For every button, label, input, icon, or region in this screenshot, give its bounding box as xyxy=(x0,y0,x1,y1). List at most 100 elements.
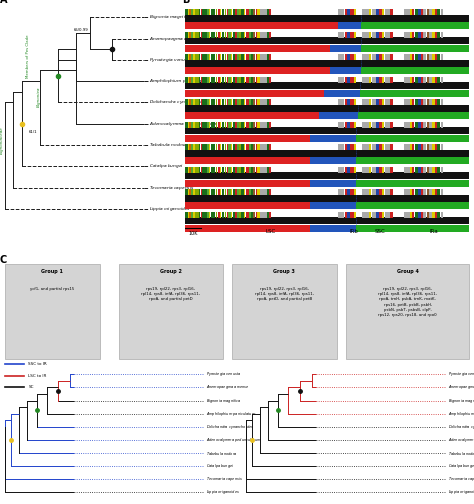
Bar xyxy=(372,212,376,218)
Bar xyxy=(202,77,207,83)
Bar xyxy=(432,166,435,173)
Bar xyxy=(350,77,354,83)
Bar xyxy=(185,37,469,44)
Bar xyxy=(209,54,210,60)
Bar xyxy=(338,189,344,195)
Bar xyxy=(338,9,344,15)
Bar xyxy=(189,121,191,128)
Bar xyxy=(369,9,372,15)
Bar xyxy=(228,77,231,83)
Bar xyxy=(269,144,271,150)
Bar xyxy=(228,121,231,128)
Bar xyxy=(419,77,420,83)
Bar xyxy=(412,54,414,60)
Bar xyxy=(211,77,215,83)
Bar xyxy=(237,166,239,173)
Bar xyxy=(220,166,221,173)
Bar xyxy=(249,32,251,38)
Bar xyxy=(260,99,267,105)
Bar xyxy=(199,166,200,173)
Bar xyxy=(246,9,248,15)
Bar xyxy=(269,121,271,128)
Bar xyxy=(419,99,420,105)
Bar xyxy=(421,144,423,150)
Bar xyxy=(199,77,200,83)
Bar xyxy=(241,9,244,15)
Bar xyxy=(201,77,202,83)
Bar xyxy=(251,9,253,15)
Bar xyxy=(211,99,215,105)
Text: Group 2: Group 2 xyxy=(160,270,182,275)
Bar xyxy=(369,77,372,83)
Bar xyxy=(201,9,202,15)
Bar xyxy=(438,99,440,105)
Text: ycf1, and partial rps15: ycf1, and partial rps15 xyxy=(30,287,74,291)
Bar xyxy=(362,189,369,195)
Bar xyxy=(202,144,207,150)
Bar xyxy=(257,144,260,150)
Bar xyxy=(227,32,228,38)
Bar xyxy=(255,189,257,195)
Bar xyxy=(191,144,193,150)
Text: SSC: SSC xyxy=(374,229,385,234)
Bar xyxy=(185,68,330,74)
Bar xyxy=(384,32,390,38)
Bar xyxy=(193,77,195,83)
Bar xyxy=(376,189,379,195)
Bar xyxy=(338,166,344,173)
Bar xyxy=(231,32,232,38)
Bar xyxy=(421,121,423,128)
Bar xyxy=(379,99,382,105)
Bar xyxy=(244,121,246,128)
Text: $\it{Tecomaria}$ $\it{capensis}$: $\it{Tecomaria}$ $\it{capensis}$ xyxy=(149,183,195,192)
Bar xyxy=(362,121,369,128)
Bar xyxy=(185,32,188,38)
Bar xyxy=(201,121,202,128)
Bar xyxy=(427,32,429,38)
Bar xyxy=(350,32,354,38)
Text: $\it{Adenocalymma}$ $\it{pedunculatum}$: $\it{Adenocalymma}$ $\it{pedunculatum}$ xyxy=(448,436,474,444)
Bar xyxy=(438,144,440,150)
Bar xyxy=(191,121,193,128)
Bar xyxy=(237,99,239,105)
Bar xyxy=(384,166,390,173)
Bar xyxy=(269,212,271,218)
Bar xyxy=(350,99,354,105)
Bar xyxy=(244,54,246,60)
Bar xyxy=(233,32,235,38)
Bar xyxy=(199,32,200,38)
Bar xyxy=(404,22,469,29)
Bar xyxy=(372,189,376,195)
Bar xyxy=(432,77,435,83)
Bar xyxy=(310,135,356,142)
Bar xyxy=(189,166,191,173)
Bar xyxy=(188,121,189,128)
Bar xyxy=(382,99,384,105)
Text: SSC to IR: SSC to IR xyxy=(28,362,47,366)
Text: $\it{Amphilophium}$ $\it{paniculatum}$: $\it{Amphilophium}$ $\it{paniculatum}$ xyxy=(448,410,474,418)
Bar xyxy=(415,212,418,218)
Bar xyxy=(228,99,231,105)
Bar xyxy=(241,121,244,128)
Bar xyxy=(369,32,372,38)
Bar xyxy=(427,189,429,195)
Bar xyxy=(347,32,350,38)
Bar xyxy=(235,144,237,150)
Bar xyxy=(354,9,356,15)
Bar xyxy=(220,212,221,218)
Bar xyxy=(221,121,224,128)
Bar xyxy=(218,212,220,218)
Bar xyxy=(376,77,379,83)
Bar xyxy=(267,77,269,83)
Bar xyxy=(427,144,429,150)
Bar xyxy=(228,144,231,150)
Bar xyxy=(218,9,220,15)
Bar xyxy=(319,112,358,119)
Bar xyxy=(369,166,372,173)
Text: rps19, rpl22, rps3, rpl16,
rpl14, rps8, infA, rpl36, rps11,
rpoA, trnH, psbA, tr: rps19, rpl22, rps3, rpl16, rpl14, rps8, … xyxy=(378,287,437,317)
Bar xyxy=(228,9,231,15)
Bar xyxy=(419,32,420,38)
Bar xyxy=(185,22,338,29)
Text: $\it{Catalpa}$ $\it{bungei}$: $\it{Catalpa}$ $\it{bungei}$ xyxy=(149,162,185,170)
Bar xyxy=(404,189,410,195)
